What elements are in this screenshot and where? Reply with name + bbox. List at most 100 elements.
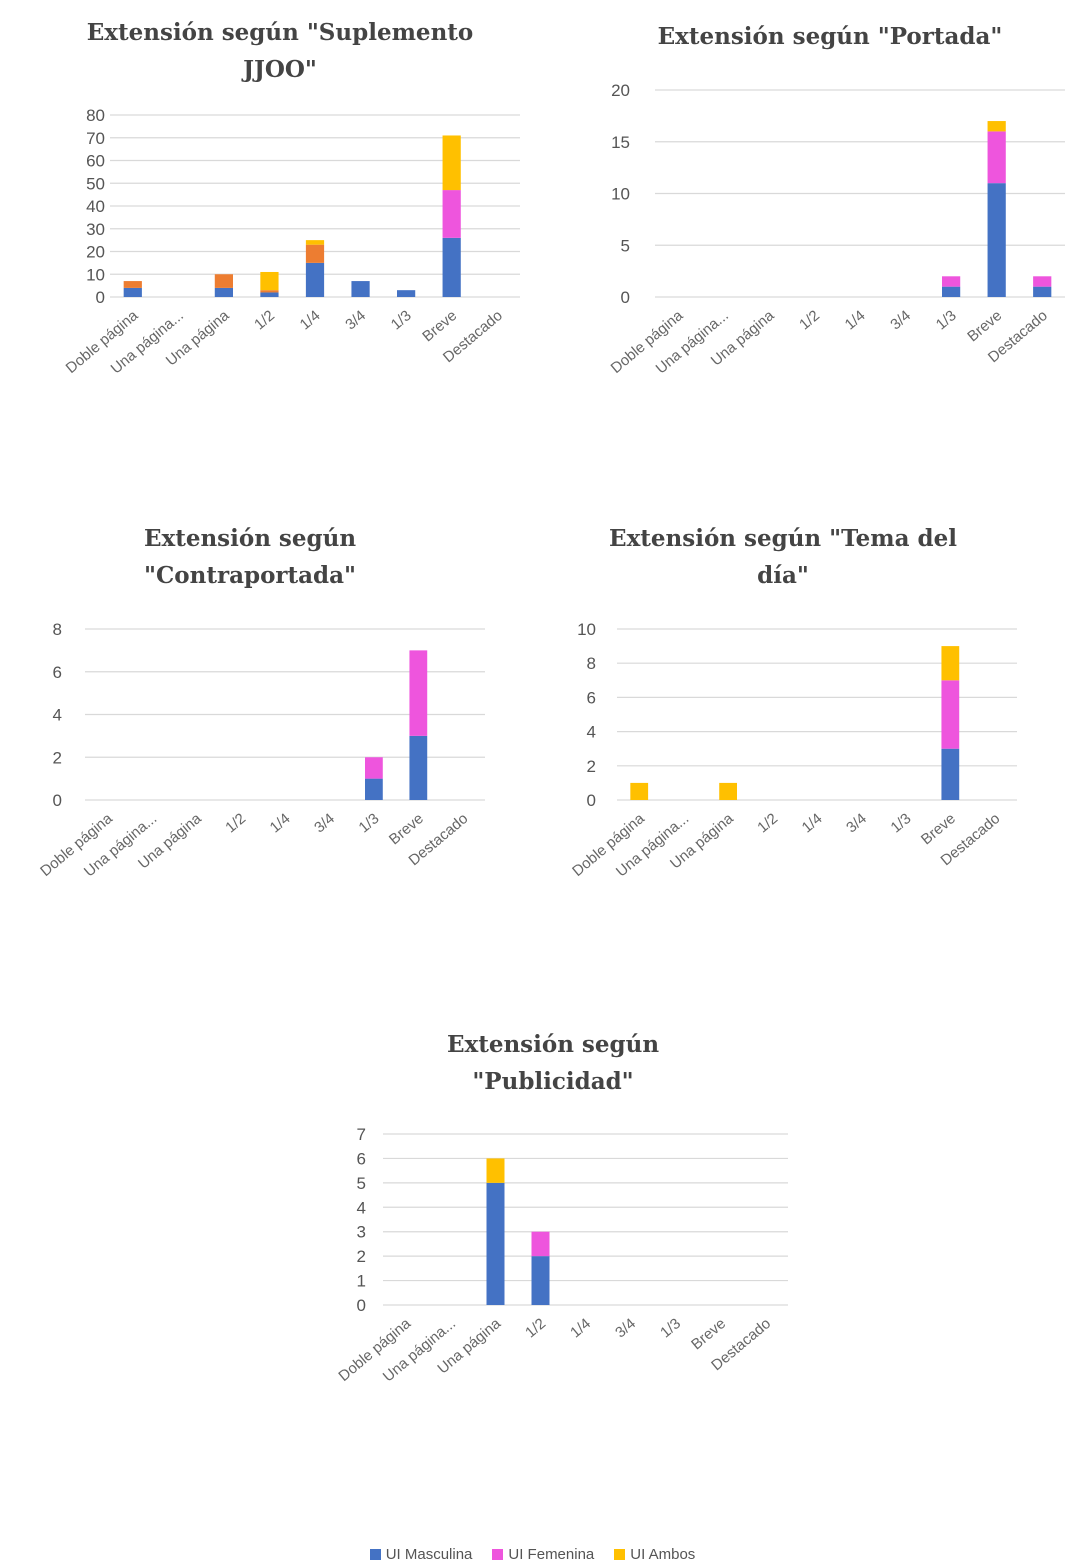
chart-title: Extensión según "Portada" xyxy=(600,18,1060,55)
chart-title-line-1: Extensión según "Suplemento xyxy=(86,19,474,46)
chart-tema-del-dia: Extensión según "Tema del día" 0 2 4 6 8 10 Do… xyxy=(553,520,1017,880)
bar-segment xyxy=(365,757,383,779)
bar-segment xyxy=(486,1182,505,1305)
bar-segment xyxy=(409,650,428,736)
chart-publicidad: Extensión según "Publicidad" 0 1 2 3 4 5 6 7 Dob… xyxy=(323,1026,788,1385)
bar-segment xyxy=(941,646,960,681)
y-tick-label: 20 xyxy=(611,81,630,100)
chart-title-line-1: Extensión según "Portada" xyxy=(657,23,1003,50)
y-tick-label: 5 xyxy=(621,236,630,255)
bar-segment xyxy=(214,287,233,297)
chart-title-line-1: Extensión según "Tema del xyxy=(609,525,957,552)
bar-segment xyxy=(719,782,737,800)
x-tick-label: 1/3 xyxy=(657,1315,684,1341)
y-tick-label: 6 xyxy=(357,1149,366,1168)
bar-segment xyxy=(409,735,428,800)
y-tick-label: 0 xyxy=(587,791,596,810)
y-tick-label: 5 xyxy=(357,1174,366,1193)
y-tick-label: 2 xyxy=(53,748,62,767)
bar-segment xyxy=(305,240,325,245)
y-tick-label: 15 xyxy=(611,133,630,152)
y-tick-label: 20 xyxy=(86,243,105,262)
y-tick-label: 80 xyxy=(86,106,105,125)
bar-segment xyxy=(942,276,961,287)
chart-suplemento-jjoo: Extensión según "Suplemento JJOO" 0 10 20 3… xyxy=(0,0,540,460)
chart-title: Extensión según "Contraportada" xyxy=(20,520,480,594)
x-tick-label: 3/4 xyxy=(612,1315,639,1341)
chart-portada: Extensión según "Portada" 0 5 10 15 20 Doble … xyxy=(0,0,1065,460)
bar-segment xyxy=(486,1158,505,1183)
legend-item-femenina: UI Femenina xyxy=(492,1546,594,1563)
y-tick-label: 7 xyxy=(357,1125,366,1144)
y-tick-label: 8 xyxy=(587,654,596,673)
bar-segment xyxy=(305,244,325,263)
chart-title: Extensión según "Suplemento JJOO" xyxy=(50,14,510,88)
y-tick-label: 70 xyxy=(86,129,105,148)
y-tick-label: 50 xyxy=(86,174,105,193)
y-tick-label: 10 xyxy=(577,620,596,639)
y-tick-label: 10 xyxy=(611,185,630,204)
bar-segment xyxy=(351,281,370,297)
y-tick-label: 0 xyxy=(621,288,630,307)
chart-title-line-1: Extensión según xyxy=(143,525,357,552)
bar-segment xyxy=(987,121,1006,132)
x-tick-label: 1/4 xyxy=(567,1315,594,1341)
legend-label-ambos: UI Ambos xyxy=(630,1546,696,1563)
bar-segment xyxy=(214,274,233,288)
y-tick-label: 0 xyxy=(96,288,105,307)
chart-contraportada: Extensión según "Contraportada" 0 2 4 6 8 Dob… xyxy=(0,0,540,960)
legend-item-ambos: UI Ambos xyxy=(614,1546,695,1563)
bar-segment xyxy=(260,290,279,293)
y-tick-label: 0 xyxy=(357,1296,366,1315)
chart-title-line-2: "Publicidad" xyxy=(472,1068,634,1095)
bar-segment xyxy=(941,748,960,800)
legend-swatch-masculina xyxy=(369,1549,381,1560)
bar-segment xyxy=(442,135,461,191)
bar-segment xyxy=(1033,276,1052,287)
bar-segment xyxy=(942,286,961,297)
y-tick-label: 6 xyxy=(53,663,62,682)
y-tick-label: 0 xyxy=(53,791,62,810)
y-tick-label: 4 xyxy=(357,1198,366,1217)
y-tick-label: 2 xyxy=(357,1247,366,1266)
bar-segment xyxy=(531,1256,550,1305)
bar-segment xyxy=(531,1231,550,1257)
chart-title-line-2: "Contraportada" xyxy=(143,562,357,589)
bar-segment xyxy=(941,680,960,749)
chart-title: Extensión según "Publicidad" xyxy=(323,1026,783,1100)
legend: UI Masculina UI Femenina UI Ambos xyxy=(0,1546,1065,1563)
chart-title-line-2: JJOO" xyxy=(243,56,317,83)
y-tick-label: 4 xyxy=(587,723,596,742)
y-tick-label: 10 xyxy=(86,265,105,284)
y-tick-label: 6 xyxy=(587,688,596,707)
legend-swatch-ambos xyxy=(614,1549,626,1560)
y-tick-label: 1 xyxy=(357,1272,366,1291)
chart-title-line-2: día" xyxy=(757,562,809,589)
y-tick-label: 3 xyxy=(357,1223,366,1242)
chart-title: Extensión según "Tema del día" xyxy=(553,520,1013,594)
bar-segment xyxy=(123,281,142,288)
bar-segment xyxy=(365,778,383,800)
chart-title-line-1: Extensión según xyxy=(446,1031,660,1058)
y-tick-label: 2 xyxy=(587,757,596,776)
y-tick-label: 40 xyxy=(86,197,105,216)
x-tick-label: 1/2 xyxy=(522,1315,549,1341)
y-tick-label: 8 xyxy=(53,620,62,639)
legend-label-femenina: UI Femenina xyxy=(508,1546,595,1563)
bar-segment xyxy=(260,271,279,291)
bar-segment xyxy=(260,292,279,297)
y-tick-label: 4 xyxy=(53,706,62,725)
y-tick-label: 30 xyxy=(86,220,105,239)
bar-segment xyxy=(305,262,325,297)
bar-segment xyxy=(1033,286,1052,297)
bar-segment xyxy=(630,782,649,800)
bar-segment xyxy=(987,183,1006,297)
legend-swatch-femenina xyxy=(492,1549,504,1560)
y-tick-label: 60 xyxy=(86,152,105,171)
bar-segment xyxy=(442,190,461,238)
